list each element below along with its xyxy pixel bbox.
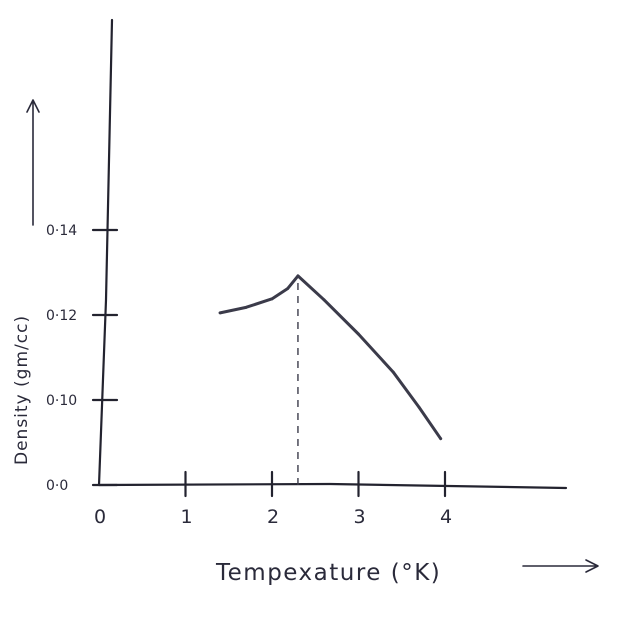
ticks: 0 1 2 3 4 0·0 0·10 0·12 0·14 — [46, 223, 452, 528]
density-curve — [218, 274, 443, 441]
data-point — [439, 437, 443, 441]
x-label-arrow-icon — [522, 559, 599, 573]
data-point — [286, 287, 289, 291]
data-point — [296, 274, 300, 278]
y-axis-label: Density (gm/cc) — [12, 315, 32, 465]
y-tick-label: 0·14 — [46, 223, 77, 239]
data-point — [270, 297, 274, 301]
x-tick-label: 2 — [267, 506, 279, 528]
x-tick-label: 4 — [440, 506, 452, 528]
data-point — [417, 405, 421, 409]
x-tick-label: 3 — [354, 506, 366, 528]
labels: Density (gm/cc) Tempexature (°K) — [12, 315, 441, 586]
axes — [97, 18, 568, 490]
data-point — [218, 311, 222, 315]
data-point — [244, 305, 248, 309]
data-point — [357, 332, 360, 336]
y-tick-label: 0·10 — [46, 393, 77, 409]
y-label-arrow-icon — [26, 99, 40, 226]
data-point — [391, 370, 395, 374]
y-tick-label: 0·12 — [46, 308, 77, 324]
marks — [218, 274, 443, 485]
x-axis-label: Tempexature (°K) — [215, 560, 441, 586]
data-point — [322, 298, 326, 302]
y-axis-line — [97, 18, 114, 487]
x-axis-line — [97, 482, 568, 490]
x-tick-label: 0 — [94, 506, 106, 528]
label-arrows — [26, 99, 599, 573]
y-tick-label: 0·0 — [46, 478, 68, 494]
x-tick-label: 1 — [181, 506, 193, 528]
